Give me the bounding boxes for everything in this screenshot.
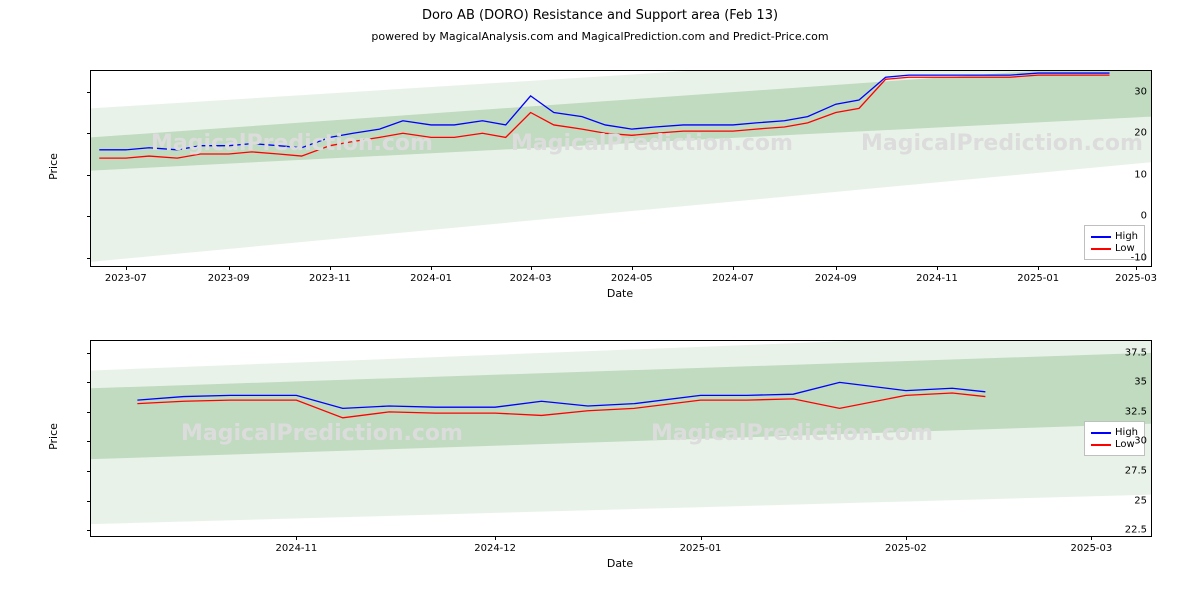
y-tick-label: 0 — [83, 211, 1147, 222]
y-tick-label: 35 — [83, 377, 1147, 388]
x-tick-label: 2024-09 — [815, 273, 857, 284]
x-tick-label: 2024-03 — [510, 273, 552, 284]
y-axis-label: Price — [47, 153, 60, 180]
x-axis-label: Date — [90, 557, 1150, 570]
y-tick-label: 10 — [83, 169, 1147, 180]
x-axis-label: Date — [90, 287, 1150, 300]
figure: Doro AB (DORO) Resistance and Support ar… — [0, 0, 1200, 600]
chart-title: Doro AB (DORO) Resistance and Support ar… — [0, 8, 1200, 23]
legend-swatch-high — [1091, 236, 1111, 238]
legend-swatch-low — [1091, 248, 1111, 250]
legend-item-high: High — [1091, 231, 1138, 242]
x-tick-label: 2024-05 — [611, 273, 653, 284]
legend-swatch-high — [1091, 432, 1111, 434]
bottom-chart-axes: MagicalPrediction.com MagicalPrediction.… — [90, 340, 1152, 537]
y-tick-label: -10 — [83, 252, 1147, 263]
chart-subtitle: powered by MagicalAnalysis.com and Magic… — [0, 30, 1200, 43]
x-tick-label: 2024-11 — [275, 543, 317, 554]
x-tick-label: 2024-12 — [474, 543, 516, 554]
x-tick-label: 2024-11 — [916, 273, 958, 284]
x-tick-label: 2024-07 — [712, 273, 754, 284]
x-tick-label: 2025-03 — [1115, 273, 1157, 284]
y-tick-label: 30 — [83, 436, 1147, 447]
x-tick-label: 2025-02 — [885, 543, 927, 554]
y-tick-label: 27.5 — [83, 466, 1147, 477]
x-tick-label: 2025-01 — [680, 543, 722, 554]
x-tick-label: 2023-09 — [208, 273, 250, 284]
y-tick-label: 37.5 — [83, 347, 1147, 358]
x-tick-label: 2023-07 — [105, 273, 147, 284]
y-tick-label: 30 — [83, 86, 1147, 97]
x-tick-label: 2025-03 — [1070, 543, 1112, 554]
x-tick-label: 2025-01 — [1017, 273, 1059, 284]
top-chart-axes: MagicalPrediction.com MagicalPrediction.… — [90, 70, 1152, 267]
legend-label: High — [1115, 231, 1138, 242]
x-tick-label: 2023-11 — [309, 273, 351, 284]
x-tick-label: 2024-01 — [410, 273, 452, 284]
y-tick-label: 20 — [83, 128, 1147, 139]
y-tick-label: 22.5 — [83, 525, 1147, 536]
y-axis-label: Price — [47, 423, 60, 450]
y-tick-label: 25 — [83, 495, 1147, 506]
y-tick-label: 32.5 — [83, 406, 1147, 417]
